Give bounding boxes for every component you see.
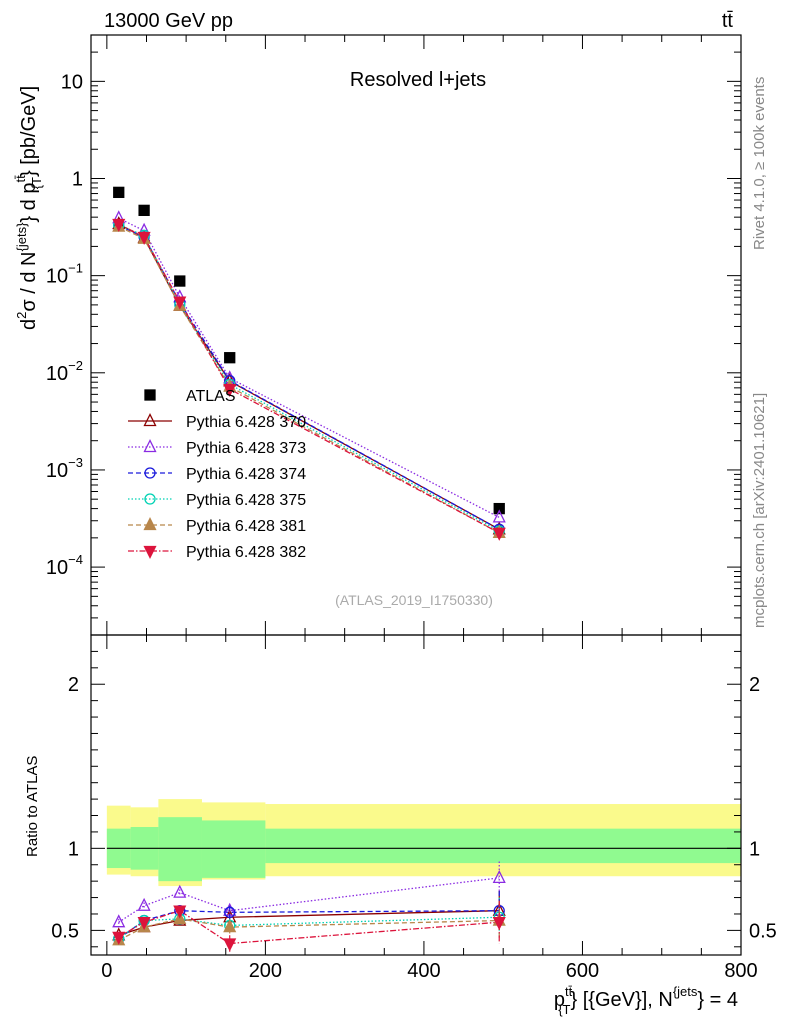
ratio-band-inner: [158, 817, 202, 882]
legend-marker-s373: [143, 439, 157, 453]
legend-label-s381: Pythia 6.428 381: [186, 518, 306, 535]
ylabel-jets-sup: {jets}: [14, 222, 29, 252]
mcplots-label: mcplots.cern.ch [arXiv:2401.10621]: [751, 393, 768, 628]
main-ytick-label: 10−1: [46, 261, 83, 288]
main-series-markers: [112, 186, 506, 541]
legend-marker-s375: [144, 493, 156, 505]
main-ytick-label: 10: [61, 71, 83, 93]
xtick-label: 400: [407, 960, 440, 982]
main-ylabel: d2σ / d N{jets}} d ptt̄{T} [pb/GeV]: [13, 86, 44, 330]
ratio-point-s373: [137, 897, 151, 911]
main-ytick-base: 10: [46, 557, 68, 579]
xlabel: ptt̄ {T} [{GeV}], N{jets} = 4: [554, 984, 738, 1017]
ylabel-unit: } [pb/GeV]: [18, 86, 40, 177]
ratio-point-s382: [223, 938, 237, 952]
main-line-s374: [118, 224, 500, 530]
main-point-s382: [492, 527, 506, 541]
legend-marker-s374: [144, 467, 156, 479]
main-point-s382: [112, 218, 126, 232]
header-process: tt̄: [722, 10, 734, 32]
main-point-s382: [137, 231, 151, 245]
ratio-ytick-label: 2: [68, 674, 79, 696]
xlabel-end: } = 4: [697, 989, 738, 1011]
main-point-s_data: [113, 186, 125, 199]
xtick-label: 800: [724, 960, 757, 982]
header-energy: 13000 GeV pp: [104, 10, 233, 32]
ratio-series-markers: [112, 861, 506, 952]
legend-label-s370: Pythia 6.428 370: [186, 414, 306, 431]
ratio-ytick-label: 0.5: [51, 920, 79, 942]
main-ytick-exp: −2: [68, 358, 83, 373]
ratio-point-s373: [112, 914, 126, 928]
xlabel-rest: } [{GeV}], N: [571, 989, 673, 1011]
xlabel-p: p: [554, 989, 565, 1011]
svg-text:d2σ / d N{jets}} d ptt̄{T} [pb: d2σ / d N{jets}} d ptt̄{T} [pb/GeV]: [13, 86, 44, 330]
ratio-point-s382: [137, 917, 151, 931]
main-point-s_data: [224, 352, 236, 364]
legend: ATLAS Pythia 6.428 370 Pythia 6.428 373 Pyt…: [128, 388, 306, 561]
ratio-point-s382: [112, 931, 126, 945]
ratio-frame: [90, 634, 742, 956]
legend-label-s373: Pythia 6.428 373: [186, 440, 306, 457]
main-ytick-label: 10−4: [46, 552, 83, 579]
main-line-s373: [118, 217, 500, 518]
main-line-s382: [118, 223, 500, 534]
legend-marker-s370: [143, 413, 157, 427]
main-ytick-label: 1: [72, 169, 83, 191]
ratio-uncertainty-bands: [106, 799, 741, 887]
ratio-band-inner: [265, 828, 741, 864]
main-ytick-exp: −4: [68, 552, 83, 567]
rivet-label: Rivet 4.1.0, ≥ 100k events: [751, 77, 768, 250]
xtick-label: 600: [566, 960, 599, 982]
ylabel-sigma: σ / d N: [18, 252, 40, 312]
legend-marker-s_data: [144, 389, 156, 401]
ratio-ytick-label: 1: [68, 838, 79, 860]
main-point-s_data: [493, 502, 505, 515]
main-ytick-exp: −3: [68, 455, 83, 470]
xlabel-t-sub: {T: [558, 1002, 570, 1017]
xtick-label: 200: [249, 960, 282, 982]
legend-label-s382: Pythia 6.428 382: [186, 544, 306, 561]
ylabel-mid: } d p: [18, 183, 40, 223]
xtick-label: 0: [101, 960, 112, 982]
xlabel-tt-sup: tt̄: [565, 984, 573, 999]
ylabel-two: 2: [14, 312, 29, 319]
ratio-point-s382: [492, 917, 506, 931]
ratio-point-s373: [173, 884, 187, 898]
ratio-band-inner: [201, 820, 266, 878]
main-watermark: (ATLAS_2019_I1750330): [335, 592, 493, 608]
legend-label-s_data: ATLAS: [186, 388, 236, 405]
legend-label-s375: Pythia 6.428 375: [186, 492, 306, 509]
main-ytick-exp: −1: [68, 261, 83, 276]
main-point-s_data: [174, 275, 186, 287]
legend-marker-s381: [143, 517, 157, 531]
ylabel-t-sub: {T: [29, 177, 44, 189]
main-ytick-label: 10−3: [46, 455, 83, 482]
main-ytick-base: 10: [46, 363, 68, 385]
ylabel-tt-sup: tt̄: [13, 175, 28, 183]
ratio-point-s381: [223, 919, 237, 933]
legend-marker-s382: [143, 545, 157, 559]
ratio-ylabel: Ratio to ATLAS: [24, 756, 41, 857]
ratio-axes: 2 2 1 1 0.5 0.5 0 200 400 600 800: [51, 634, 777, 982]
ylabel-d: d: [18, 319, 40, 330]
main-point-s_data: [138, 204, 150, 217]
ratio-point-s373: [492, 869, 506, 884]
main-ytick-base: 10: [46, 460, 68, 482]
ratio-ytick-label-right: 2: [749, 674, 760, 696]
ratio-ytick-label-right: 1: [749, 838, 760, 860]
main-point-s373: [492, 509, 506, 523]
main-point-s382: [173, 296, 187, 310]
ratio-point-s374: [224, 906, 236, 918]
main-point-s382: [223, 383, 237, 398]
main-title: Resolved l+jets: [350, 69, 486, 91]
legend-label-s374: Pythia 6.428 374: [186, 466, 306, 483]
ratio-point-s382: [173, 905, 187, 919]
ratio-ytick-label-right: 0.5: [749, 920, 777, 942]
main-ytick-label: 10−2: [46, 358, 83, 385]
main-ytick-base: 10: [46, 266, 68, 288]
xlabel-jets-sup: {jets: [673, 984, 698, 999]
